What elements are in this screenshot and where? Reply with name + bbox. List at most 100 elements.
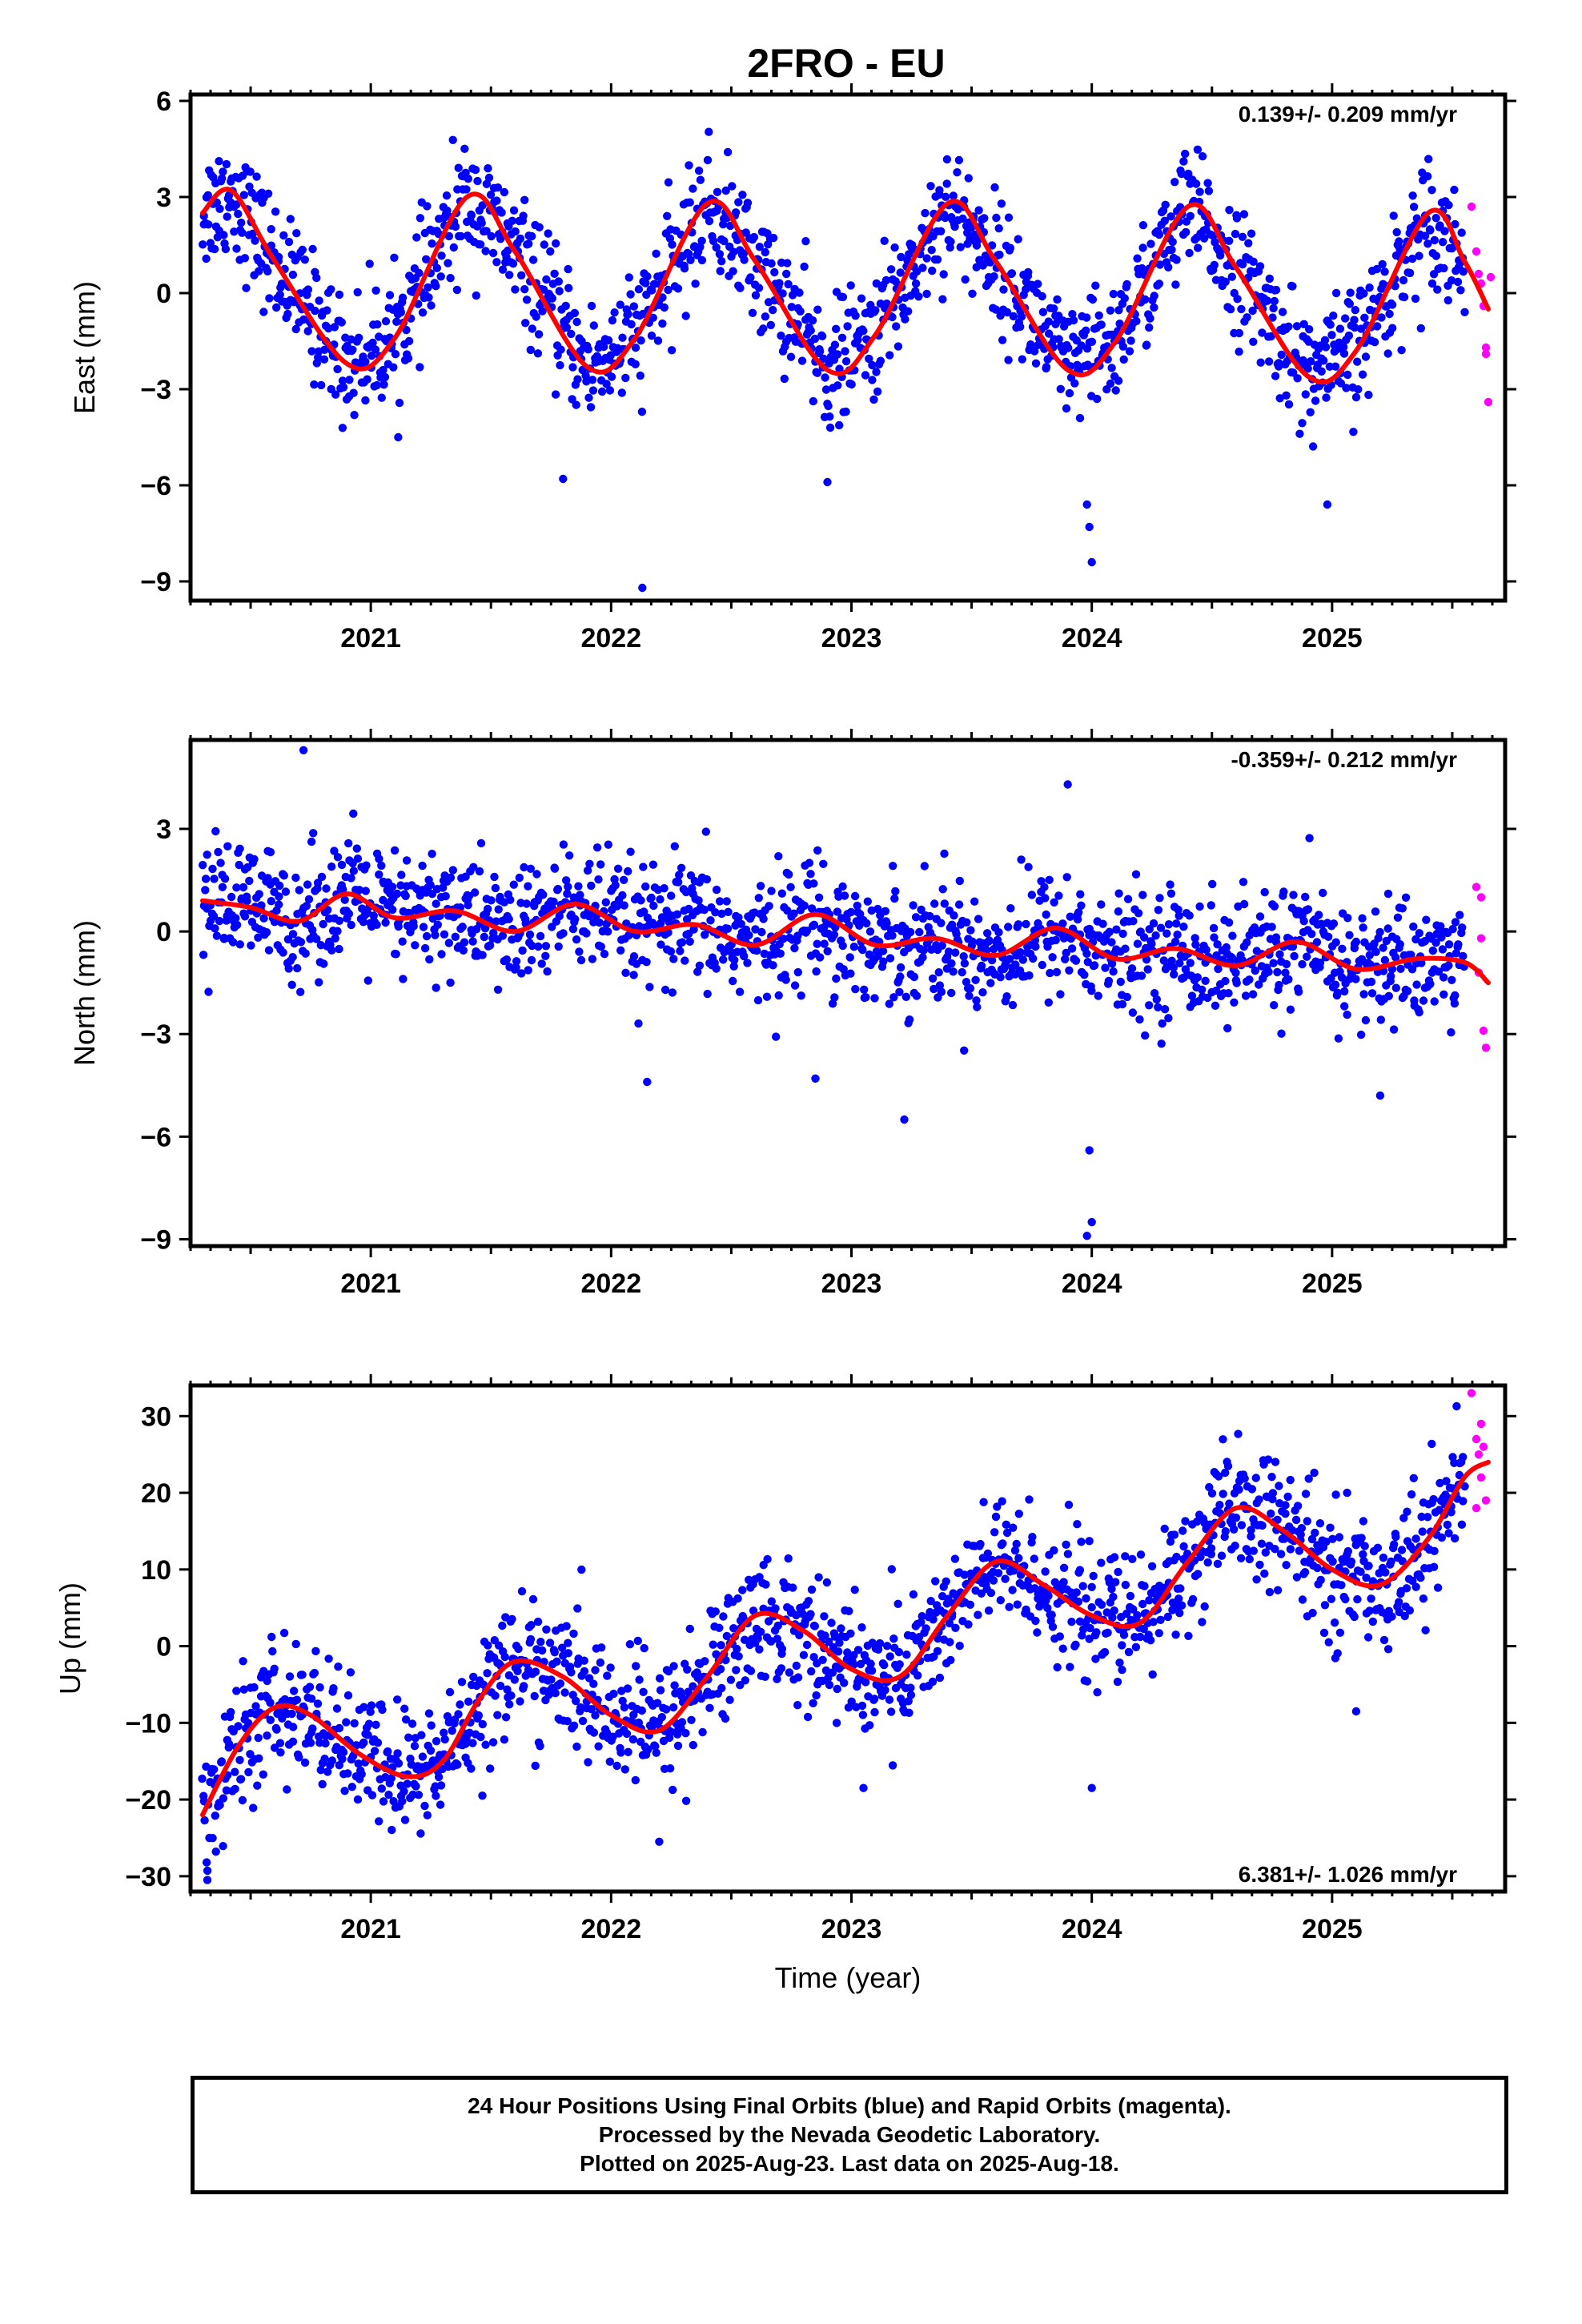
final-orbit-point	[767, 887, 776, 895]
final-orbit-point	[333, 927, 342, 935]
final-orbit-point	[1289, 368, 1298, 377]
final-orbit-point	[416, 214, 425, 223]
final-orbit-point	[425, 955, 434, 964]
final-orbit-point	[793, 1701, 802, 1710]
final-orbit-point	[738, 1586, 747, 1594]
final-orbit-point	[1105, 927, 1114, 936]
final-orbit-point	[939, 270, 948, 279]
final-orbit-point	[1448, 925, 1457, 934]
final-orbit-point	[1347, 1557, 1356, 1566]
final-orbit-point	[259, 1770, 267, 1779]
final-orbit-point	[481, 247, 490, 255]
final-orbit-point	[1166, 1537, 1175, 1546]
final-orbit-point	[1138, 263, 1146, 273]
final-orbit-point	[1121, 1552, 1130, 1561]
final-orbit-point	[200, 1815, 209, 1825]
final-orbit-point	[1391, 983, 1401, 992]
final-orbit-point	[955, 1642, 964, 1651]
final-orbit-point	[1038, 960, 1047, 970]
final-orbit-point	[1134, 909, 1143, 918]
final-orbit-point	[1271, 1458, 1280, 1466]
final-orbit-point	[474, 1711, 484, 1720]
final-orbit-point	[1041, 894, 1050, 903]
final-orbit-point	[1247, 1526, 1255, 1534]
final-orbit-point	[239, 883, 248, 892]
final-orbit-point	[1082, 500, 1091, 509]
final-orbit-point	[478, 951, 487, 959]
final-orbit-point	[1041, 1567, 1050, 1576]
final-orbit-point	[1115, 1659, 1124, 1667]
final-orbit-point	[1195, 902, 1204, 911]
final-orbit-point	[1315, 958, 1325, 967]
final-orbit-point	[1315, 911, 1323, 919]
final-orbit-point	[368, 338, 377, 348]
final-orbit-point	[1271, 285, 1281, 295]
final-orbit-point	[1331, 362, 1340, 371]
final-orbit-point	[1149, 919, 1158, 928]
final-orbit-point	[805, 858, 814, 867]
final-orbit-point	[372, 920, 381, 930]
final-orbit-point	[673, 910, 682, 919]
y-axis-label: East (mm)	[68, 281, 101, 414]
final-orbit-point	[1094, 311, 1103, 320]
final-orbit-point	[551, 1689, 560, 1698]
final-orbit-point	[639, 862, 648, 871]
final-orbit-point	[653, 336, 663, 345]
final-orbit-point	[329, 1684, 338, 1693]
final-orbit-point	[1138, 1599, 1147, 1609]
final-orbit-point	[806, 870, 815, 879]
final-orbit-point	[978, 988, 987, 997]
final-orbit-point	[889, 862, 897, 870]
final-orbit-point	[544, 229, 552, 238]
final-orbit-point	[689, 1682, 697, 1691]
final-orbit-point	[882, 1642, 892, 1651]
final-orbit-point	[763, 1554, 772, 1564]
final-orbit-point	[588, 955, 597, 963]
final-orbit-point	[1331, 1490, 1340, 1499]
final-orbit-point	[323, 1767, 332, 1776]
final-orbit-point	[1365, 1606, 1374, 1615]
final-orbit-point	[572, 400, 580, 409]
final-orbit-point	[640, 907, 648, 916]
final-orbit-point	[737, 919, 745, 929]
final-orbit-point	[1433, 285, 1442, 294]
final-orbit-point	[1343, 1546, 1353, 1556]
final-orbit-point	[1395, 237, 1403, 246]
final-orbit-point	[201, 886, 210, 895]
final-orbit-point	[841, 357, 851, 366]
final-orbit-point	[1268, 313, 1277, 322]
final-orbit-point	[389, 363, 398, 372]
final-orbit-point	[937, 987, 946, 996]
final-orbit-point	[216, 858, 225, 867]
final-orbit-point	[398, 293, 408, 302]
y-tick-label: −9	[140, 1224, 171, 1255]
final-orbit-point	[949, 967, 958, 976]
final-orbit-point	[829, 931, 839, 939]
final-orbit-point	[740, 951, 749, 961]
final-orbit-point	[1131, 1642, 1141, 1651]
final-orbit-point	[387, 1825, 396, 1835]
final-orbit-point	[1326, 1523, 1335, 1532]
final-orbit-point	[1089, 1571, 1098, 1581]
final-orbit-point	[1382, 936, 1391, 946]
final-orbit-point	[951, 948, 960, 957]
final-orbit-point	[1082, 1677, 1092, 1686]
final-orbit-point	[507, 1691, 516, 1700]
final-orbit-point	[716, 267, 725, 275]
final-orbit-point	[367, 1791, 377, 1799]
final-orbit-point	[559, 840, 568, 849]
final-orbit-point	[397, 870, 406, 879]
final-orbit-point	[395, 398, 404, 408]
final-orbit-point	[266, 1715, 275, 1724]
velocity-annotation: -0.359+/- 0.212 mm/yr	[1231, 747, 1457, 772]
final-orbit-point	[1281, 968, 1290, 977]
final-orbit-point	[1356, 1567, 1365, 1576]
final-orbit-point	[1453, 277, 1463, 287]
final-orbit-point	[1335, 1533, 1344, 1542]
final-orbit-point	[735, 987, 745, 996]
final-orbit-point	[757, 927, 766, 937]
final-orbit-point	[1011, 960, 1020, 969]
final-orbit-point	[911, 279, 921, 288]
final-orbit-point	[1169, 963, 1178, 972]
final-orbit-point	[1265, 1587, 1275, 1597]
